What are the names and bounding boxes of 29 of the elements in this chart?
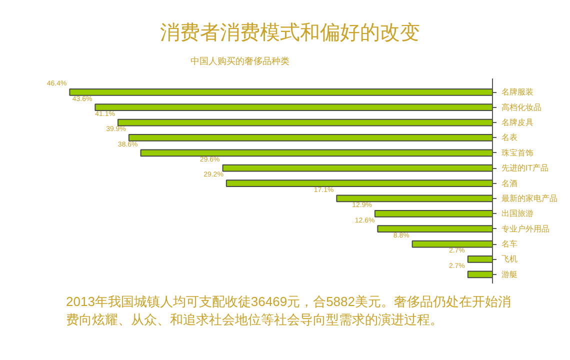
bar — [128, 134, 492, 142]
bar — [467, 255, 492, 263]
y-tick-label: 名牌服装 — [502, 88, 534, 97]
bar — [412, 240, 492, 248]
y-tick-label: 珠宝首饰 — [502, 148, 534, 158]
y-tick-label: 高档化妆品 — [502, 102, 542, 112]
y-tick-label: 最新的家电产品 — [502, 194, 558, 203]
y-tick-label: 名车 — [502, 239, 518, 248]
y-tick-label: 出国旅游 — [502, 208, 534, 218]
y-tick-label: 名牌皮具 — [502, 118, 534, 127]
bar — [222, 164, 492, 172]
bar — [117, 118, 492, 126]
bar — [377, 224, 492, 232]
bar — [467, 270, 492, 278]
bar — [94, 104, 492, 111]
y-tick-label: 专业户外用品 — [502, 224, 550, 234]
y-tick-label: 先进的IT产品 — [502, 163, 549, 172]
y-tick-label: 飞机 — [502, 254, 518, 264]
bar — [336, 194, 492, 202]
chart-subtitle: 中国人购买的奢侈品种类 — [190, 55, 290, 68]
y-tick-label: 名表 — [502, 133, 518, 142]
bar — [140, 149, 492, 156]
y-tick-label: 名酒 — [502, 178, 518, 188]
bar — [226, 179, 492, 187]
bar — [69, 88, 492, 96]
text: 2013年我国城镇人均可支配收徒36469元，合5882美元。奢侈品仍处在开始消费向炫耀、从众、和追求社会地位等社会导向型需求的演进过程。 — [66, 292, 512, 330]
bar — [374, 210, 492, 218]
y-tick-label: 游艇 — [502, 270, 518, 279]
chart-title: 消费者消费模式和偏好的改变 — [160, 21, 420, 46]
